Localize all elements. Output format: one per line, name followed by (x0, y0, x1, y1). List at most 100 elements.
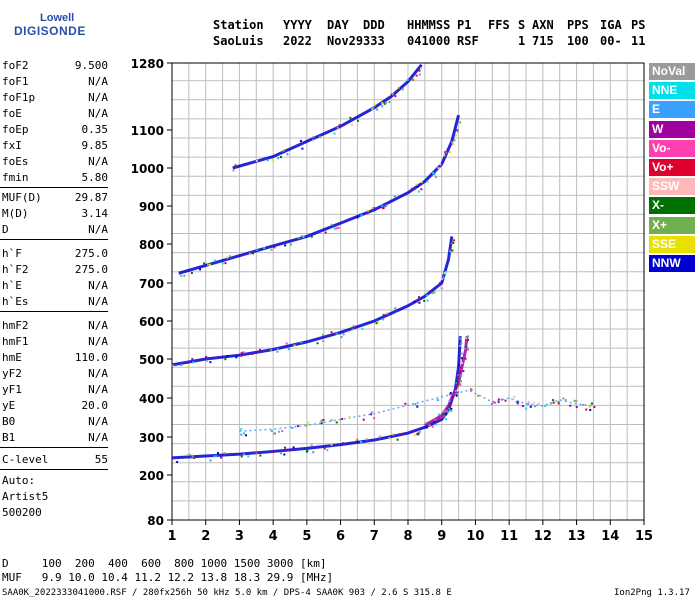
trace-point (330, 223, 333, 226)
header-label: AXN (532, 18, 554, 32)
param-value: N/A (88, 431, 108, 444)
trace-point (276, 350, 279, 353)
trace-point (234, 164, 237, 167)
y-tick-label: 500 (139, 353, 164, 367)
footer-version: Ion2Png 1.3.17 (614, 588, 690, 598)
trace-point (492, 401, 495, 404)
trace-point (544, 404, 547, 407)
trace-point (450, 410, 453, 413)
param-row: foEp 0.35 (2, 122, 108, 138)
param-row: M(D) 3.14 (2, 206, 108, 222)
logo-line2: DIGISONDE (14, 24, 86, 38)
trace-point (370, 411, 373, 414)
trace-point (247, 455, 250, 458)
trace-point (203, 262, 206, 265)
trace-point (305, 424, 308, 427)
trace-point (223, 452, 226, 455)
trace-point (283, 446, 286, 449)
trace-point (226, 256, 229, 259)
trace-point (271, 158, 274, 161)
param-row: fmin 5.80 (2, 170, 108, 186)
trace-point (176, 461, 179, 464)
trace-point (323, 447, 326, 450)
trace-point (515, 401, 518, 404)
y-tick-label: 600 (139, 315, 164, 329)
trace-point (382, 318, 385, 321)
y-tick-label: 200 (139, 469, 164, 483)
footer-muf-row: MUF 9.9 10.0 10.4 11.2 12.2 13.8 18.3 29… (2, 571, 334, 584)
trace-point (171, 364, 174, 367)
trace-point (382, 207, 385, 210)
trace-point (504, 399, 507, 402)
param-key: hmE (2, 351, 22, 364)
trace-point (564, 399, 567, 402)
trace-point (191, 357, 194, 360)
x-tick-label: 13 (568, 529, 586, 544)
param-key: foEp (2, 123, 29, 136)
x-tick-label: 10 (466, 529, 484, 544)
trace-point (445, 409, 448, 412)
trace-point (372, 207, 375, 210)
trace-point (335, 227, 338, 230)
trace-point (272, 160, 275, 163)
trace-point (205, 359, 208, 362)
trace-point (455, 382, 458, 385)
trace-point (412, 78, 415, 81)
trace-point (192, 361, 195, 364)
trace-point (451, 141, 454, 144)
trace-point (232, 169, 235, 172)
trace-point (432, 172, 435, 175)
param-value: 9.500 (74, 59, 108, 72)
trace-point (396, 438, 399, 441)
trace-point (297, 236, 300, 239)
trace-point (456, 129, 459, 132)
x-tick-label: 6 (336, 529, 345, 544)
trace-point (456, 130, 459, 133)
trace-point (213, 455, 216, 458)
trace-point (310, 444, 313, 447)
trace-point (552, 399, 555, 402)
trace-point (424, 422, 427, 425)
trace-point (263, 247, 266, 250)
param-value: 9.85 (81, 139, 109, 152)
logo-line1: Lowell (40, 12, 75, 24)
trace-point (300, 341, 303, 344)
trace-point (296, 425, 299, 428)
legend-item: NNE (649, 82, 695, 100)
trace-point (180, 274, 183, 277)
trace-point (454, 390, 457, 393)
trace-point (240, 354, 243, 357)
trace-point (438, 282, 441, 285)
trace-point (289, 243, 292, 246)
trace-point (425, 294, 428, 297)
trace-point (516, 402, 519, 405)
trace-point (187, 366, 190, 369)
trace-point (431, 425, 434, 428)
trace-point (416, 405, 419, 408)
trace-point (459, 337, 462, 340)
trace-point (356, 441, 359, 444)
trace-point (285, 342, 288, 345)
trace-point (517, 400, 520, 403)
clevel-row: C-level 55 (2, 452, 108, 468)
trace-point (460, 342, 463, 345)
param-row: h`Es N/A (2, 294, 108, 310)
legend-item: W (649, 120, 695, 138)
trace-point (193, 457, 196, 460)
trace-point (440, 278, 443, 281)
param-key: foEs (2, 155, 29, 168)
trace-point (414, 403, 417, 406)
param-row: B0 N/A (2, 414, 108, 430)
trace-point (575, 400, 578, 403)
trace-point (533, 402, 536, 405)
trace-point (292, 446, 295, 449)
param-key: foE (2, 107, 22, 120)
trace-point (229, 255, 232, 258)
param-value: 3.14 (81, 207, 109, 220)
param-row: h`E N/A (2, 278, 108, 294)
trace-point (479, 394, 482, 397)
trace-point (390, 93, 393, 96)
trace-point (276, 348, 279, 351)
trace-point (437, 167, 440, 170)
trace-point (404, 402, 407, 405)
